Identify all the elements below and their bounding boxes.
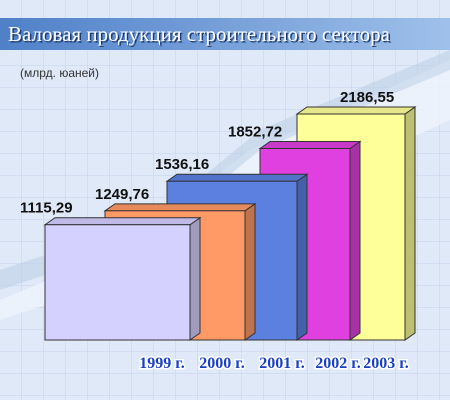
x-tick-label: 1999 г.: [139, 355, 184, 372]
chart-title: Валовая продукция строительного сектора: [8, 22, 391, 46]
bar-side: [349, 140, 361, 341]
data-label: 1852,72: [228, 124, 282, 141]
bar-top: [103, 203, 257, 212]
subtitle: (млрд. юаней): [20, 66, 99, 80]
bar-top: [258, 141, 362, 150]
x-tick-label: 2001 г.: [259, 355, 304, 372]
bar: [44, 224, 191, 341]
data-label: 1536,16: [155, 156, 209, 173]
data-label: 1249,76: [95, 186, 149, 203]
x-tick-label: 2003 г.: [363, 355, 408, 372]
bar-top: [165, 173, 309, 182]
data-label: 2186,55: [340, 89, 394, 106]
x-tick-label: 2000 г.: [199, 355, 244, 372]
bar-top: [43, 217, 202, 226]
bar-top: [295, 106, 417, 115]
bar-side: [404, 106, 416, 341]
data-label: 1115,29: [20, 200, 73, 217]
x-tick-label: 2002 г.: [315, 355, 360, 372]
bar-side: [296, 173, 308, 341]
title-shadow: Валовая продукция строительного сектора: [10, 24, 393, 48]
bar-side: [244, 202, 256, 341]
title-band: [0, 18, 450, 50]
bar-side: [189, 216, 201, 341]
